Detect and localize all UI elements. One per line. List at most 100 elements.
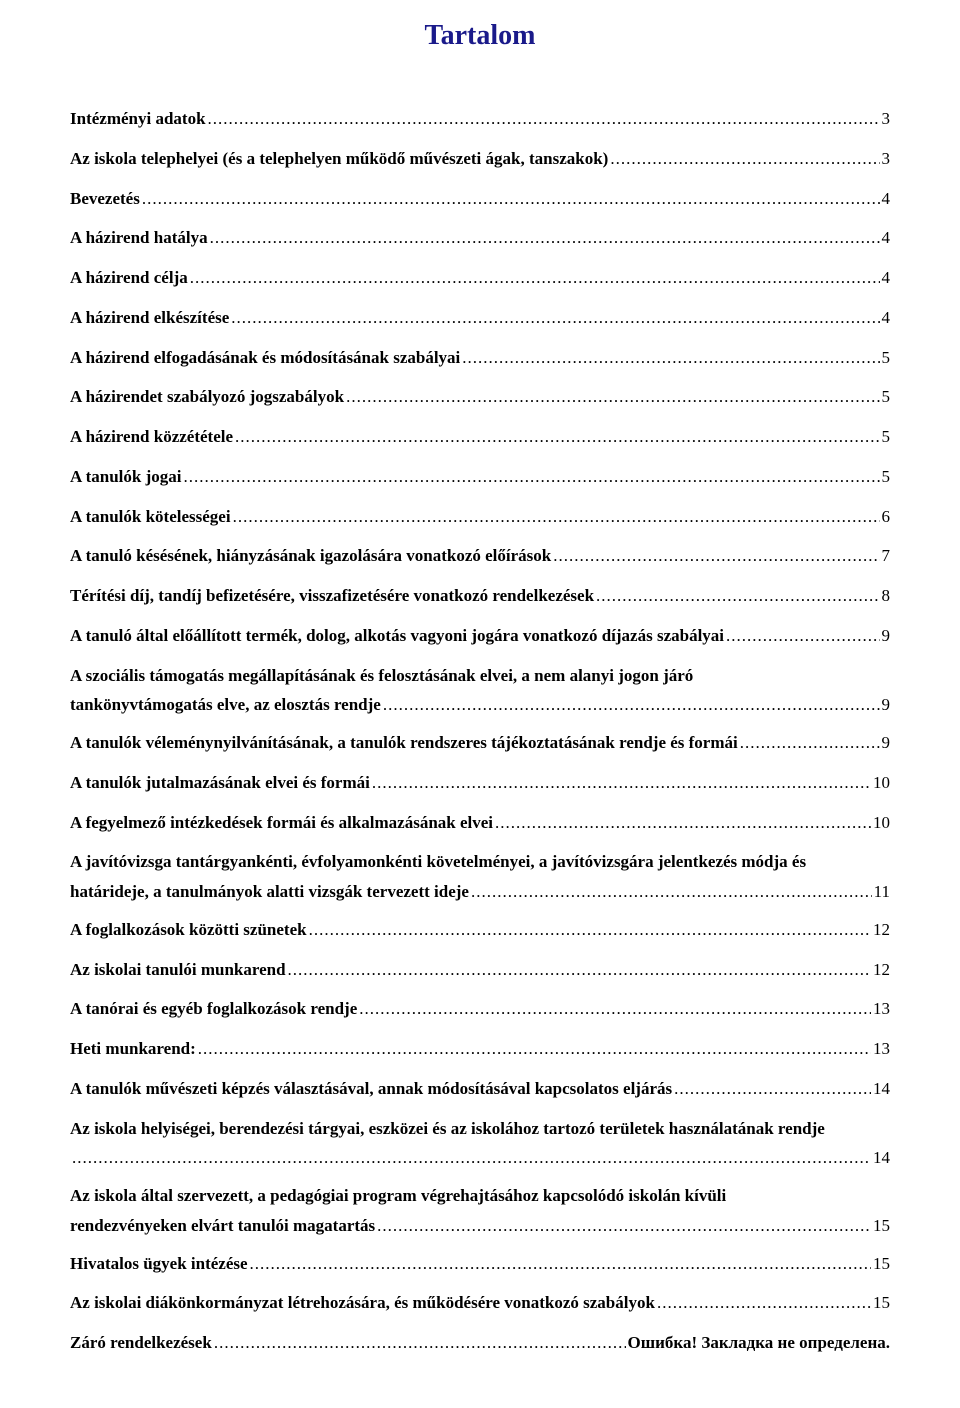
- dot-leader: [377, 1211, 871, 1241]
- toc-entry-label-head: A szociális támogatás megállapításának é…: [70, 661, 890, 691]
- toc-entry-label: A tanuló késésének, hiányzásának igazolá…: [70, 541, 551, 571]
- dot-leader: [250, 1249, 871, 1279]
- toc-entry-page: 14: [873, 1074, 890, 1104]
- toc-entry[interactable]: Az iskola által szervezett, a pedagógiai…: [70, 1181, 890, 1241]
- toc-entry[interactable]: A foglalkozások közötti szünetek 12: [70, 915, 890, 945]
- toc-entry[interactable]: A tanórai és egyéb foglalkozások rendje …: [70, 994, 890, 1024]
- dot-leader: [674, 1074, 871, 1104]
- toc-entry-label-head: Az iskola helyiségei, berendezési tárgya…: [70, 1114, 890, 1144]
- toc-entry-label: A foglalkozások közötti szünetek: [70, 915, 307, 945]
- toc-entry[interactable]: A házirend elkészítése 4: [70, 303, 890, 333]
- toc-entry-label-head: Az iskola által szervezett, a pedagógiai…: [70, 1181, 890, 1211]
- toc-entry-label: A tanórai és egyéb foglalkozások rendje: [70, 994, 357, 1024]
- toc-entry-page: 10: [873, 768, 890, 798]
- toc-entry-page: 4: [882, 184, 891, 214]
- toc-entry-page: 6: [882, 502, 891, 532]
- toc-entry-page: 12: [873, 915, 890, 945]
- toc-entry-page: 5: [882, 343, 891, 373]
- toc-entry-label: A tanulók művészeti képzés választásával…: [70, 1074, 672, 1104]
- toc-entry-page: 12: [873, 955, 890, 985]
- toc-entry[interactable]: A tanuló által előállított termék, dolog…: [70, 621, 890, 651]
- toc-entry-page: 13: [873, 994, 890, 1024]
- toc-entry[interactable]: Heti munkarend: 13: [70, 1034, 890, 1064]
- toc-entry-label-tail: tankönyvtámogatás elve, az elosztás rend…: [70, 690, 381, 720]
- toc-entry[interactable]: Bevezetés 4: [70, 184, 890, 214]
- toc-entry-label-head: A javítóvizsga tantárgyankénti, évfolyam…: [70, 847, 890, 877]
- toc-entry[interactable]: A fegyelmező intézkedések formái és alka…: [70, 808, 890, 838]
- toc-entry-label: A házirend elkészítése: [70, 303, 229, 333]
- toc-entry[interactable]: A tanuló késésének, hiányzásának igazolá…: [70, 541, 890, 571]
- toc-entry[interactable]: A házirend közzététele 5: [70, 422, 890, 452]
- toc-entry-page: 9: [882, 690, 891, 720]
- dot-leader: [471, 877, 872, 907]
- toc-entry[interactable]: A tanulók művészeti képzés választásával…: [70, 1074, 890, 1104]
- toc-entry[interactable]: A házirend elfogadásának és módosításána…: [70, 343, 890, 373]
- dot-leader: [383, 690, 880, 720]
- toc-entry-label-tail: határideje, a tanulmányok alatti vizsgák…: [70, 877, 469, 907]
- toc-entry-page: 4: [882, 263, 891, 293]
- toc-entry[interactable]: Az iskola telephelyei (és a telephelyen …: [70, 144, 890, 174]
- dot-leader: [233, 502, 880, 532]
- toc-entry-label: Térítési díj, tandíj befizetésére, vissz…: [70, 581, 594, 611]
- dot-leader: [208, 104, 880, 134]
- dot-leader: [231, 303, 879, 333]
- toc-entry[interactable]: Záró rendelkezések Ошибка! Закладка не о…: [70, 1328, 890, 1358]
- toc-entry[interactable]: A javítóvizsga tantárgyankénti, évfolyam…: [70, 847, 890, 907]
- toc-entry-label: A tanulók kötelességei: [70, 502, 231, 532]
- toc-entry-label: Heti munkarend:: [70, 1034, 196, 1064]
- dot-leader: [235, 422, 879, 452]
- dot-leader: [183, 462, 879, 492]
- toc-entry-page: 13: [873, 1034, 890, 1064]
- toc-entry-label: A házirend elfogadásának és módosításána…: [70, 343, 460, 373]
- toc-entry[interactable]: A házirend hatálya 4: [70, 223, 890, 253]
- toc-entry[interactable]: Az iskola helyiségei, berendezési tárgya…: [70, 1114, 890, 1174]
- dot-leader: [142, 184, 880, 214]
- toc-entry-page: 8: [882, 581, 891, 611]
- toc-entry-label: A házirend közzététele: [70, 422, 233, 452]
- dot-leader: [740, 728, 880, 758]
- dot-leader: [372, 768, 871, 798]
- toc-entry-label: A házirendet szabályozó jogszabályok: [70, 382, 344, 412]
- dot-leader: [495, 808, 871, 838]
- dot-leader: [214, 1328, 626, 1358]
- toc-entry-page: 9: [882, 728, 891, 758]
- toc-entry-page: 14: [873, 1143, 890, 1173]
- dot-leader: [462, 343, 879, 373]
- toc-entry-label: A tanulók véleménynyilvánításának, a tan…: [70, 728, 738, 758]
- toc-entry[interactable]: Hivatalos ügyek intézése 15: [70, 1249, 890, 1279]
- toc-entry-page: 9: [882, 621, 891, 651]
- dot-leader: [596, 581, 879, 611]
- toc-entry-page: 5: [882, 462, 891, 492]
- toc-entry-label: A házirend célja: [70, 263, 188, 293]
- toc-entry[interactable]: A házirend célja 4: [70, 263, 890, 293]
- toc-entry-page: 3: [882, 104, 891, 134]
- toc-entry[interactable]: A tanulók véleménynyilvánításának, a tan…: [70, 728, 890, 758]
- toc-entry-label: Záró rendelkezések: [70, 1328, 212, 1358]
- toc-entry-label: Bevezetés: [70, 184, 140, 214]
- toc-entry[interactable]: A tanulók kötelességei 6: [70, 502, 890, 532]
- toc-entry[interactable]: Az iskolai tanulói munkarend 12: [70, 955, 890, 985]
- dot-leader: [190, 263, 880, 293]
- toc-entry[interactable]: A tanulók jogai 5: [70, 462, 890, 492]
- dot-leader: [198, 1034, 871, 1064]
- dot-leader: [72, 1143, 871, 1173]
- toc-entry[interactable]: Intézményi adatok 3: [70, 104, 890, 134]
- toc-entry-label: A házirend hatálya: [70, 223, 208, 253]
- toc-entry-error: Ошибка! Закладка не определена.: [628, 1328, 890, 1358]
- toc-entry[interactable]: Térítési díj, tandíj befizetésére, vissz…: [70, 581, 890, 611]
- toc-entry[interactable]: A házirendet szabályozó jogszabályok 5: [70, 382, 890, 412]
- toc-entry-label: A tanuló által előállított termék, dolog…: [70, 621, 724, 651]
- dot-leader: [610, 144, 879, 174]
- toc-entry-page: 15: [873, 1249, 890, 1279]
- toc-entry-label: Hivatalos ügyek intézése: [70, 1249, 248, 1279]
- dot-leader: [553, 541, 879, 571]
- toc-entry[interactable]: A tanulók jutalmazásának elvei és formái…: [70, 768, 890, 798]
- toc-entry-page: 10: [873, 808, 890, 838]
- toc-entry-page: 5: [882, 382, 891, 412]
- toc-entry-label: Az iskola telephelyei (és a telephelyen …: [70, 144, 608, 174]
- toc-entry-page: 4: [882, 303, 891, 333]
- dot-leader: [726, 621, 879, 651]
- dot-leader: [210, 223, 880, 253]
- toc-entry-page: 4: [882, 223, 891, 253]
- toc-entry[interactable]: A szociális támogatás megállapításának é…: [70, 661, 890, 721]
